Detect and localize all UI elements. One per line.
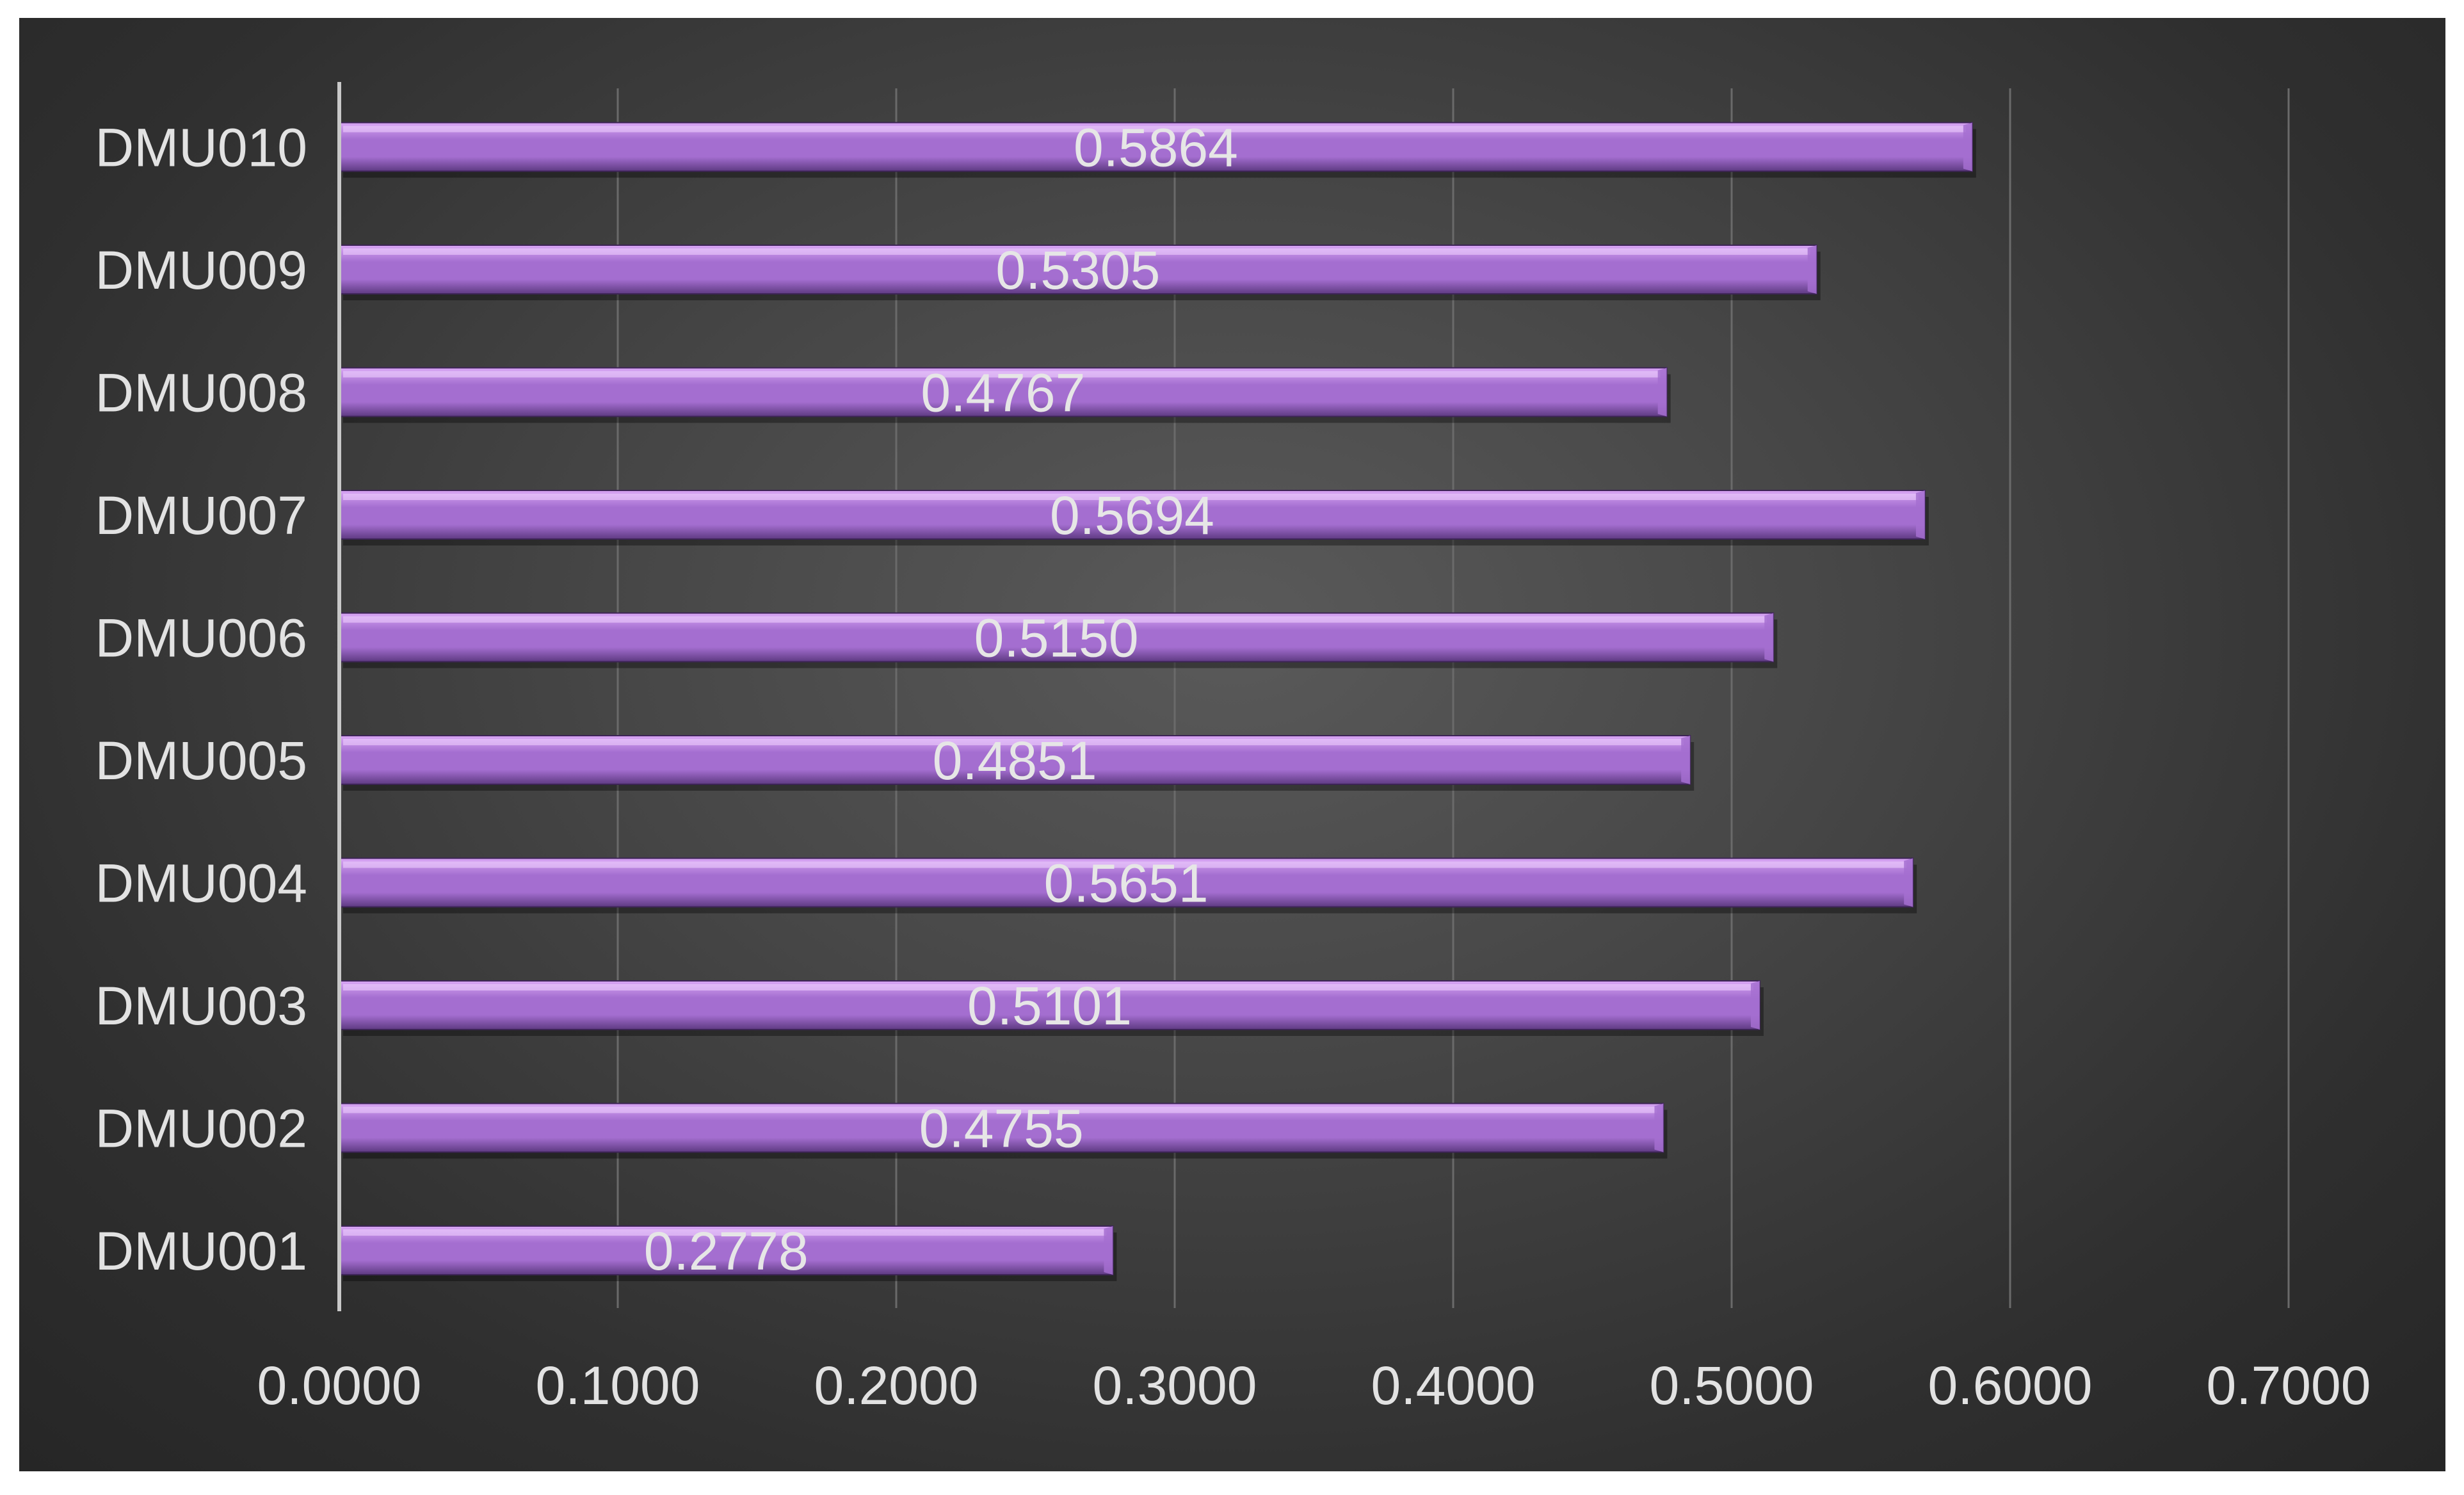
y-category-label: DMU005: [95, 731, 307, 791]
data-label: 0.4767: [921, 363, 1085, 423]
bar-end-cap: [1963, 122, 1972, 172]
x-tick-label: 0.0000: [257, 1355, 422, 1416]
data-label: 0.5651: [1044, 853, 1209, 914]
y-category-label: DMU009: [95, 240, 307, 300]
bar-end-cap: [1904, 858, 1913, 907]
bar-highlight: [343, 248, 1810, 255]
data-label: 0.5101: [967, 976, 1132, 1036]
bar-highlight: [343, 1106, 1657, 1113]
y-category-label: DMU006: [95, 608, 307, 668]
data-label: 0.4851: [933, 731, 1097, 791]
bar-highlight: [343, 861, 1907, 868]
data-label: 0.5864: [1074, 118, 1238, 178]
bar-end-cap: [1681, 736, 1691, 784]
bar-end-cap: [1764, 613, 1774, 662]
x-tick-label: 0.1000: [536, 1355, 700, 1416]
bar-highlight: [343, 739, 1684, 745]
data-label: 0.5305: [995, 240, 1160, 300]
bar-highlight: [343, 494, 1919, 500]
x-tick-label: 0.7000: [2207, 1355, 2371, 1416]
y-category-label: DMU001: [95, 1221, 307, 1281]
data-label: 0.4755: [919, 1099, 1084, 1159]
data-label: 0.2778: [644, 1221, 809, 1281]
data-label: 0.5694: [1050, 485, 1214, 545]
y-category-label: DMU003: [95, 976, 307, 1036]
bar-chart: 0.0000 0.1000 0.2000 0.3000 0.4000 0.5000 0.60…: [95, 82, 2371, 1416]
bar-highlight: [343, 984, 1753, 990]
chart-background: 0.0000 0.1000 0.2000 0.3000 0.4000 0.5000 0.60…: [19, 18, 2445, 1471]
x-tick-label: 0.2000: [814, 1355, 979, 1416]
y-category-label: DMU002: [95, 1099, 307, 1159]
bar-end-cap: [1750, 981, 1760, 1030]
y-category-label: DMU010: [95, 118, 307, 178]
x-tick-label: 0.4000: [1371, 1355, 1536, 1416]
bar-end-cap: [1807, 245, 1817, 294]
bar-highlight: [343, 1229, 1107, 1236]
y-category-label: DMU008: [95, 363, 307, 423]
bar-highlight: [343, 616, 1767, 623]
y-category-label: DMU007: [95, 485, 307, 545]
bar-end-cap: [1104, 1226, 1113, 1275]
data-label: 0.5150: [974, 608, 1139, 668]
bar-end-cap: [1654, 1103, 1664, 1152]
bar-highlight: [343, 125, 1966, 133]
bar-end-cap: [1657, 368, 1667, 417]
y-category-label: DMU004: [95, 853, 307, 914]
x-tick-label: 0.5000: [1650, 1355, 1814, 1416]
labels: 0.0000 0.1000 0.2000 0.3000 0.4000 0.5000 0.60…: [95, 118, 2371, 1416]
x-tick-label: 0.3000: [1093, 1355, 1257, 1416]
bars: [339, 122, 1976, 1281]
x-tick-label: 0.6000: [1928, 1355, 2093, 1416]
bar-end-cap: [1915, 490, 1925, 539]
bar-highlight: [343, 371, 1661, 378]
